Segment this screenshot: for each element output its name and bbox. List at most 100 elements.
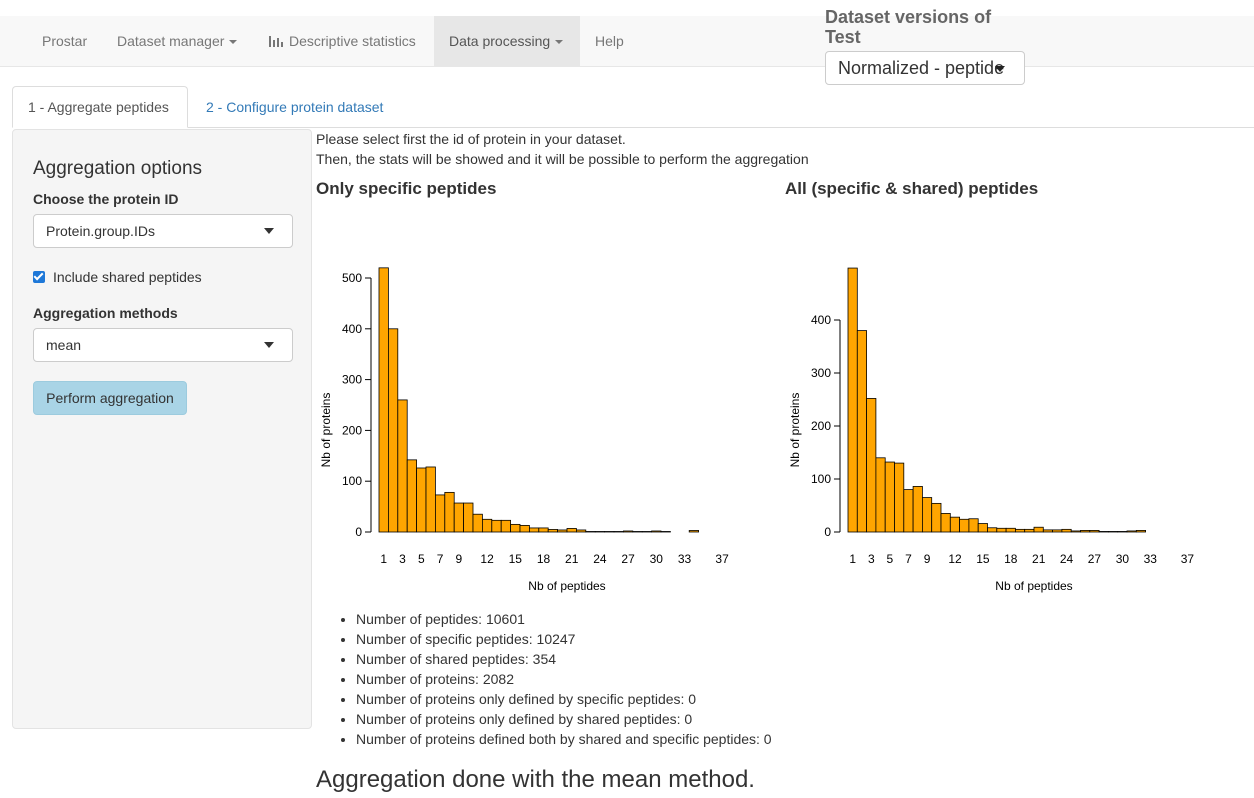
histogram-bar	[1061, 528, 1072, 533]
x-tick-label: 7	[905, 552, 912, 566]
x-tick-label: 15	[509, 552, 523, 566]
histogram-bar	[1098, 531, 1109, 533]
histogram-bar	[847, 267, 858, 533]
x-tick-label: 24	[593, 552, 607, 566]
x-tick-label: 37	[715, 552, 729, 566]
nav-data-processing[interactable]: Data processing	[434, 16, 580, 66]
histogram-specific-peptides: 0 100 200 300 400 500 1 3 5 7 9 12 15 18 21 24 27 30 33 37 N…	[319, 267, 729, 593]
histogram-bar	[912, 486, 923, 533]
x-axis-label: Nb of peptides	[528, 579, 605, 593]
x-tick-label: 30	[650, 552, 664, 566]
nav-dataset-manager-label: Dataset manager	[117, 33, 225, 49]
nav-descriptive-statistics-label: Descriptive statistics	[289, 33, 416, 49]
protein-id-value: Protein.group.IDs	[46, 223, 155, 239]
histogram-bar	[1117, 531, 1128, 533]
perform-aggregation-button[interactable]: Perform aggregation	[33, 381, 187, 415]
dropdown-arrow-icon	[264, 342, 274, 348]
histogram-bar	[903, 489, 914, 533]
y-tick-label: 300	[342, 373, 362, 387]
histogram-bar	[931, 502, 942, 533]
include-shared-label[interactable]: Include shared peptides	[53, 269, 202, 285]
histogram-bar	[641, 531, 653, 533]
x-tick-label: 1	[380, 552, 387, 566]
y-tick-label: 500	[342, 271, 362, 285]
x-tick-label: 12	[948, 552, 962, 566]
histogram-bar	[968, 518, 979, 533]
intro-text-line2: Then, the stats will be showed and it wi…	[316, 151, 809, 167]
x-tick-label: 33	[678, 552, 692, 566]
checkmark-icon	[33, 270, 44, 281]
chart-title-all: All (specific & shared) peptides	[785, 179, 1039, 198]
navbar: Prostar Dataset manager Descriptive stat…	[0, 16, 1254, 67]
x-tick-label: 21	[1032, 552, 1046, 566]
histogram-bar	[949, 516, 961, 533]
histogram-bar	[1014, 528, 1026, 533]
y-axis-label: Nb of proteins	[319, 393, 333, 468]
aggregation-methods-label: Aggregation methods	[33, 305, 178, 321]
x-tick-label: 5	[887, 552, 894, 566]
histogram-bar	[987, 527, 998, 533]
y-tick-label: 0	[355, 525, 362, 539]
nav-help[interactable]: Help	[580, 16, 639, 66]
nav-prostar[interactable]: Prostar	[27, 16, 102, 66]
histogram-bar	[1107, 531, 1119, 533]
nav-prostar-label: Prostar	[42, 33, 88, 49]
histogram-bar	[977, 523, 988, 533]
stat-item: Number of specific peptides: 10247	[356, 629, 772, 649]
protein-id-label: Choose the protein ID	[33, 191, 179, 207]
histogram-bar	[585, 531, 596, 533]
stat-item: Number of proteins defined both by share…	[356, 729, 772, 749]
intro-text-line1: Please select first the id of protein in…	[316, 131, 626, 147]
tab-aggregate-peptides[interactable]: 1 - Aggregate peptides	[12, 86, 188, 128]
aggregation-method-select[interactable]: mean	[33, 328, 293, 362]
stat-item: Number of peptides: 10601	[356, 609, 772, 629]
dataset-versions-title: Dataset versions of Test	[825, 7, 992, 47]
x-tick-label: 18	[1004, 552, 1018, 566]
x-tick-label: 37	[1181, 552, 1195, 566]
histogram-bar	[444, 491, 455, 533]
aggregation-options-panel: Aggregation options Choose the protein I…	[12, 129, 312, 729]
nav-dataset-manager[interactable]: Dataset manager	[102, 16, 252, 66]
dropdown-arrow-icon	[264, 228, 274, 234]
x-tick-label: 27	[1088, 552, 1102, 566]
histogram-bar	[594, 531, 606, 533]
include-shared-checkbox[interactable]	[33, 270, 45, 283]
histogram-bar	[406, 459, 417, 533]
histogram-bar	[632, 531, 643, 533]
x-tick-label: 24	[1060, 552, 1074, 566]
x-tick-label: 12	[480, 552, 494, 566]
x-tick-label: 27	[621, 552, 635, 566]
y-axis-label: Nb of proteins	[788, 393, 802, 468]
histogram-bar	[894, 462, 905, 533]
nav-data-processing-label: Data processing	[449, 33, 551, 49]
protein-id-select[interactable]: Protein.group.IDs	[33, 214, 293, 248]
x-tick-label: 1	[849, 552, 856, 566]
histogram-bar	[660, 531, 671, 533]
x-tick-label: 33	[1144, 552, 1158, 566]
histogram-bar	[557, 529, 568, 533]
x-tick-label: 15	[976, 552, 990, 566]
x-tick-label: 18	[537, 552, 551, 566]
nav-descriptive-statistics[interactable]: Descriptive statistics	[254, 16, 431, 66]
histogram-bar	[1126, 530, 1137, 533]
histogram-bar	[388, 328, 399, 533]
histogram-bar	[996, 527, 1007, 533]
dataset-version-select[interactable]: Normalized - peptide	[825, 51, 1025, 85]
y-tick-label: 0	[824, 525, 831, 539]
tab-configure-protein-dataset[interactable]: 2 - Configure protein dataset	[191, 86, 398, 128]
histogram-bar	[547, 529, 558, 533]
histogram-bar	[622, 530, 634, 533]
x-tick-label: 5	[418, 552, 425, 566]
histogram-bar	[866, 398, 877, 533]
tabs-divider	[12, 127, 1254, 128]
caret-down-icon	[555, 40, 564, 45]
x-tick-label: 3	[399, 552, 406, 566]
histogram-bar	[1080, 530, 1091, 533]
histogram-bar	[435, 494, 446, 533]
histogram-bar	[463, 502, 474, 533]
y-tick-label: 400	[342, 322, 362, 336]
histogram-bar	[575, 529, 587, 533]
stat-item: Number of proteins only defined by speci…	[356, 689, 772, 709]
histogram-bar	[538, 527, 549, 533]
histogram-bar	[519, 524, 530, 533]
